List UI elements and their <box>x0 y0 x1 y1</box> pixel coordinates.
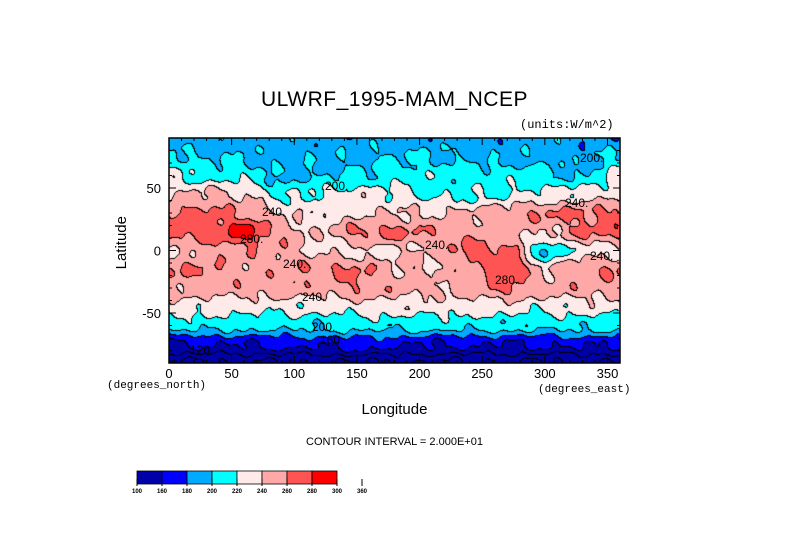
colorbar-swatch <box>311 470 338 485</box>
y-tick-label: -50 <box>142 306 161 321</box>
contour-label: 280. <box>240 232 263 246</box>
contour-label: 240. <box>302 290 325 304</box>
colorbar-swatch <box>186 470 213 485</box>
contour-map-fill <box>169 138 620 363</box>
contour-label: 240. <box>425 238 448 252</box>
units-label: (units:W/m^2) <box>520 118 614 132</box>
y-tick-label: 50 <box>147 181 161 196</box>
x-tick-label: 300 <box>534 366 556 381</box>
y-axis-label: Latitude <box>113 216 130 270</box>
contour-label: 240. <box>283 257 306 271</box>
contour-label: 160. <box>320 333 343 347</box>
x-tick-label: 0 <box>165 366 172 381</box>
x-units-label: (degrees_east) <box>538 384 631 396</box>
colorbar-swatch <box>261 470 288 485</box>
contour-label: 240. <box>565 196 588 210</box>
contour-label: 240. <box>590 249 613 263</box>
colorbar-label: 220 <box>232 489 243 495</box>
plot-frame <box>168 137 621 364</box>
colorbar-label: 360 <box>357 489 368 495</box>
y-units-label: (degrees_north) <box>107 380 207 392</box>
contour-label: 120. <box>190 343 213 357</box>
contour-interval-text: CONTOUR INTERVAL = 2.000E+01 <box>306 436 483 448</box>
x-tick-label: 150 <box>346 366 368 381</box>
x-tick-label: 250 <box>471 366 493 381</box>
colorbar-label: 200 <box>207 489 218 495</box>
colorbar-swatch <box>136 470 163 485</box>
contour-label: 200. <box>325 179 348 193</box>
colorbar-label: 100 <box>132 489 143 495</box>
contour-label: 280. <box>495 273 518 287</box>
colorbar-label: 240 <box>257 489 268 495</box>
colorbar-swatch <box>161 470 188 485</box>
chart-title: ULWRF_1995-MAM_NCEP <box>260 88 528 111</box>
colorbar-swatch <box>286 470 313 485</box>
colorbar-label: 300 <box>332 489 343 495</box>
x-tick-label: 100 <box>283 366 305 381</box>
x-axis-label: Longitude <box>361 401 428 418</box>
contour-label: 200. <box>580 151 603 165</box>
contour-label: 200. <box>312 320 335 334</box>
y-tick-label: 0 <box>154 244 161 259</box>
colorbar-swatch <box>211 470 238 485</box>
colorbar-label: 160 <box>157 489 168 495</box>
colorbar-label: 260 <box>282 489 293 495</box>
colorbar-label: 280 <box>307 489 318 495</box>
x-tick-label: 200 <box>409 366 431 381</box>
x-tick-label: 350 <box>597 366 619 381</box>
colorbar-swatch <box>236 470 263 485</box>
contour-label: 240. <box>262 205 285 219</box>
colorbar-label: 180 <box>182 489 193 495</box>
x-tick-label: 50 <box>224 366 238 381</box>
